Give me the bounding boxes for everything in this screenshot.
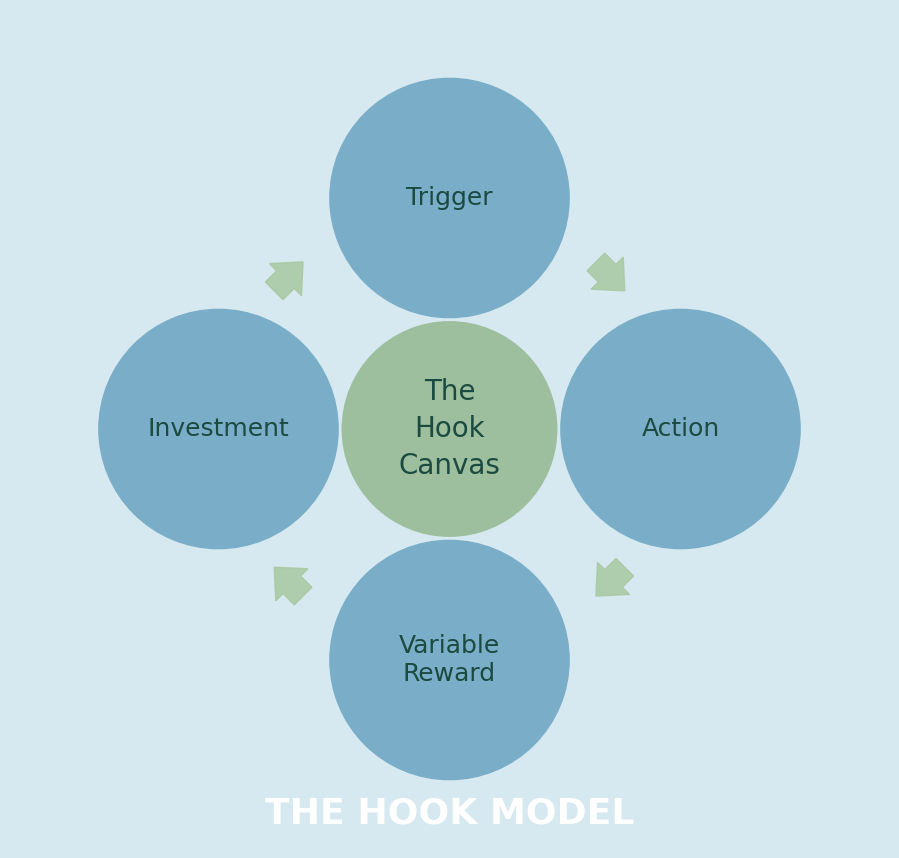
Text: The
Hook
Canvas: The Hook Canvas: [398, 378, 501, 480]
Text: THE HOOK MODEL: THE HOOK MODEL: [265, 796, 634, 831]
Polygon shape: [587, 253, 625, 291]
Text: Action: Action: [641, 417, 719, 441]
Text: Trigger: Trigger: [406, 186, 493, 210]
Text: Investment: Investment: [147, 417, 289, 441]
Circle shape: [561, 310, 800, 548]
Circle shape: [330, 541, 569, 780]
Circle shape: [330, 78, 569, 317]
Polygon shape: [596, 559, 634, 596]
Polygon shape: [274, 567, 312, 605]
Polygon shape: [265, 262, 303, 299]
Circle shape: [343, 322, 556, 536]
Text: Variable
Reward: Variable Reward: [399, 634, 500, 686]
Circle shape: [99, 310, 338, 548]
